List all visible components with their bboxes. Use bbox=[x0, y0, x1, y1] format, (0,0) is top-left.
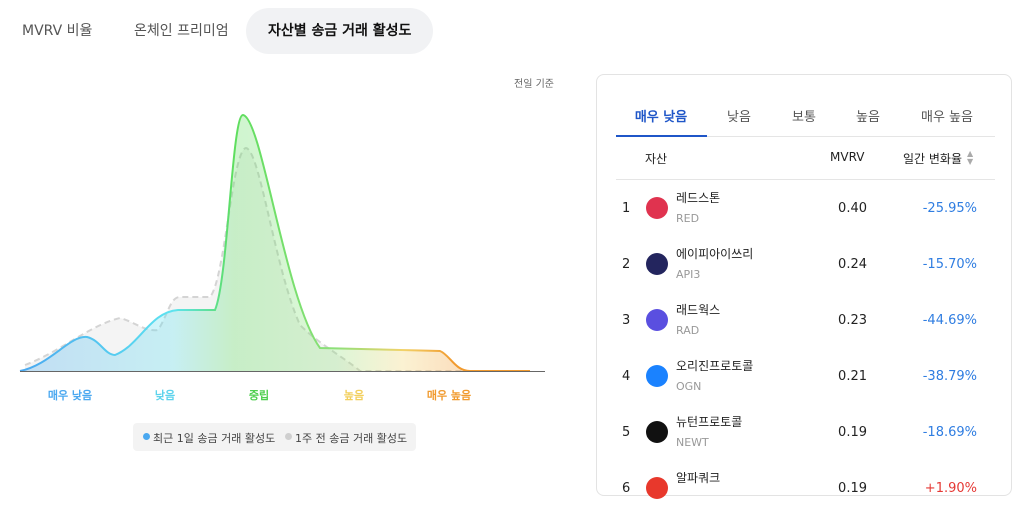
legend: 최근 1일 송금 거래 활성도 1주 전 송금 거래 활성도 bbox=[133, 423, 416, 451]
panel bbox=[596, 74, 1012, 496]
asset-symbol: API3 bbox=[676, 268, 701, 281]
header-change[interactable]: 일간 변화율 bbox=[903, 152, 963, 166]
tab[interactable]: 온체인 프리미엄 bbox=[134, 23, 229, 39]
legend-dot bbox=[143, 433, 150, 440]
legend-dot bbox=[285, 433, 292, 440]
asset-icon bbox=[646, 421, 668, 443]
rank: 5 bbox=[622, 425, 631, 440]
panel-tab[interactable]: 높음 bbox=[856, 110, 880, 125]
change: -25.95% bbox=[922, 201, 977, 216]
asset-row[interactable]: 2 에이피아이쓰리 API3 0.24 -15.70% bbox=[596, 236, 1012, 292]
rank: 6 bbox=[622, 481, 631, 496]
asset-icon bbox=[646, 365, 668, 387]
rank: 4 bbox=[622, 369, 631, 384]
legend-label: 최근 1일 송금 거래 활성도 bbox=[153, 432, 276, 445]
panel-tab[interactable]: 매우 낮음 bbox=[634, 110, 688, 125]
asset-icon bbox=[646, 477, 668, 499]
asset-row[interactable]: 4 오리진프로토콜 OGN 0.21 -38.79% bbox=[596, 348, 1012, 404]
asset-symbol: OGN bbox=[676, 380, 702, 393]
mvrv: 0.24 bbox=[838, 257, 867, 272]
sort-icon[interactable]: ▲ ▼ bbox=[967, 149, 974, 166]
change: +1.90% bbox=[924, 481, 977, 496]
page: 전일 기준 최근 1일 송금 거래 활성도 1주 전 송금 거래 활성도 자산 M… bbox=[19, 8, 1012, 499]
zone-label: 매우 낮음 bbox=[47, 389, 93, 402]
asset-row[interactable]: 6 알파쿼크 0.19 +1.90% bbox=[596, 460, 1012, 516]
asset-name: 에이피아이쓰리 bbox=[676, 247, 754, 261]
current-line bbox=[19, 113, 530, 372]
change: -18.69% bbox=[922, 425, 977, 440]
mvrv: 0.19 bbox=[838, 425, 867, 440]
mvrv: 0.40 bbox=[838, 201, 867, 216]
change: -15.70% bbox=[922, 257, 977, 272]
header-divider bbox=[616, 179, 995, 180]
mvrv: 0.21 bbox=[838, 369, 867, 384]
mvrv: 0.19 bbox=[838, 481, 867, 496]
note: 전일 기준 bbox=[514, 79, 554, 90]
asset-name: 래드웍스 bbox=[676, 303, 721, 317]
zone-label: 높음 bbox=[343, 389, 365, 402]
activity-chart bbox=[19, 113, 545, 372]
asset-symbol: RAD bbox=[676, 324, 700, 337]
rank: 1 bbox=[622, 201, 631, 216]
zone-label: 낮음 bbox=[154, 389, 176, 402]
tab[interactable]: 자산별 송금 거래 활성도 bbox=[246, 8, 434, 54]
legend-label: 1주 전 송금 거래 활성도 bbox=[295, 432, 408, 445]
asset-icon bbox=[646, 253, 668, 275]
change: -38.79% bbox=[922, 369, 977, 384]
tab[interactable]: MVRV 비율 bbox=[22, 23, 93, 39]
zone-label: 중립 bbox=[248, 389, 270, 402]
asset-row[interactable]: 1 레드스톤 RED 0.40 -25.95% bbox=[596, 180, 1012, 236]
header-asset: 자산 bbox=[645, 152, 668, 166]
tab-underline bbox=[616, 135, 707, 137]
asset-name: 레드스톤 bbox=[676, 191, 721, 205]
asset-symbol: RED bbox=[676, 212, 700, 225]
change: -44.69% bbox=[922, 313, 977, 328]
asset-row[interactable]: 5 뉴턴프로토콜 NEWT 0.19 -18.69% bbox=[596, 404, 1012, 460]
rank: 2 bbox=[622, 257, 631, 272]
zone-label: 매우 높음 bbox=[426, 389, 472, 402]
asset-icon bbox=[646, 309, 668, 331]
asset-name: 오리진프로토콜 bbox=[676, 359, 754, 373]
asset-icon bbox=[646, 197, 668, 219]
asset-row[interactable]: 3 래드웍스 RAD 0.23 -44.69% bbox=[596, 292, 1012, 348]
panel-tab[interactable]: 낮음 bbox=[727, 110, 751, 125]
asset-symbol: NEWT bbox=[676, 436, 709, 449]
panel-tab[interactable]: 보통 bbox=[792, 110, 816, 125]
asset-name: 알파쿼크 bbox=[676, 471, 721, 485]
rank: 3 bbox=[622, 313, 631, 328]
mvrv: 0.23 bbox=[838, 313, 867, 328]
asset-name: 뉴턴프로토콜 bbox=[676, 415, 743, 429]
panel-tab[interactable]: 매우 높음 bbox=[921, 110, 973, 125]
current-area bbox=[20, 115, 530, 371]
prev-line bbox=[24, 146, 530, 372]
tab-divider bbox=[616, 136, 995, 137]
header-mvrv: MVRV bbox=[830, 150, 865, 164]
